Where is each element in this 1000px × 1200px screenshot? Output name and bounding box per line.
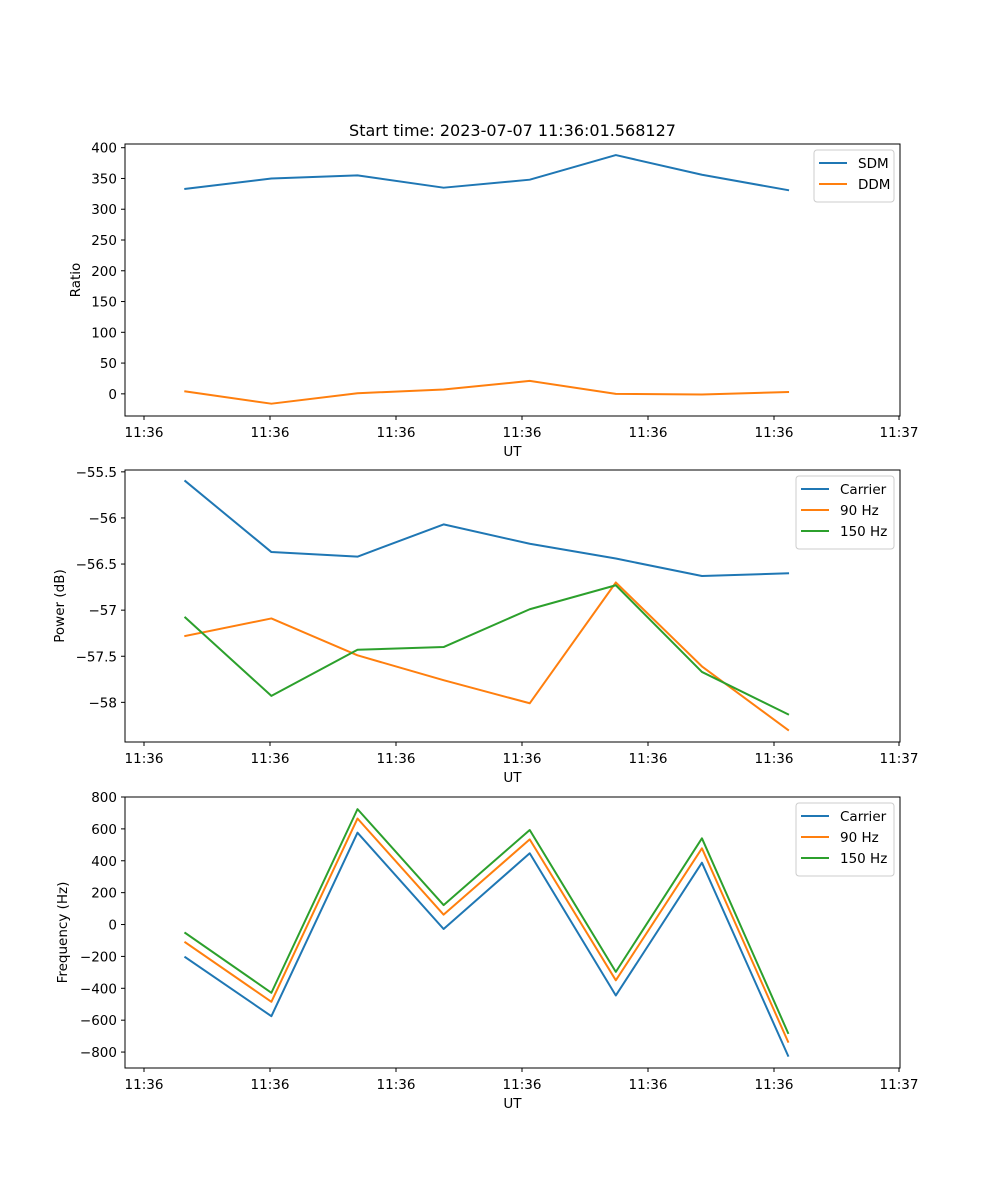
chart-title: Start time: 2023-07-07 11:36:01.568127 [349, 121, 676, 140]
y-tick-label: 400 [91, 854, 117, 870]
x-tick-label: 11:36 [755, 751, 794, 767]
legend-label: 90 Hz [840, 503, 879, 519]
y-tick-label: −57.5 [76, 649, 117, 665]
x-tick-label: 11:36 [377, 425, 416, 441]
x-tick-label: 11:36 [125, 1077, 164, 1093]
chart-panel-2: 11:36 11:36 11:36 11:36 11:36 11:36 11:37 −58 −5… [52, 465, 918, 786]
y-tick-label: 350 [91, 171, 117, 187]
legend: SDM DDM [813, 149, 895, 203]
series-line-sdm [184, 154, 790, 192]
x-tick-label: 11:36 [755, 425, 794, 441]
legend-label: SDM [858, 156, 889, 172]
y-tick-label: −58 [89, 695, 118, 711]
x-tick-label: 11:36 [377, 1077, 416, 1093]
y-tick-label: 200 [91, 886, 117, 902]
x-tick-label: 11:37 [880, 1077, 919, 1093]
y-tick-label: 250 [91, 233, 117, 249]
y-tick-label: 400 [91, 141, 117, 157]
legend-label: 150 Hz [840, 524, 887, 540]
y-tick-label: 800 [91, 790, 117, 806]
legend-label: 90 Hz [840, 830, 879, 846]
x-tick-label: 11:36 [629, 425, 668, 441]
axes-frame [124, 469, 901, 743]
x-tick-label: 11:36 [251, 1077, 290, 1093]
chart-panel-1: Start time: 2023-07-07 11:36:01.568127 11… [68, 121, 918, 460]
x-tick-label: 11:36 [503, 1077, 542, 1093]
x-tick-label: 11:36 [125, 425, 164, 441]
x-axis-label: UT [503, 1096, 522, 1112]
x-tick-label: 11:36 [251, 751, 290, 767]
series-line-150-hz [183, 808, 790, 1035]
chart-panel-3: 11:36 11:36 11:36 11:36 11:36 11:36 11:37 −800 −… [55, 790, 918, 1112]
x-axis-label: UT [503, 444, 522, 460]
y-tick-label: 50 [100, 356, 117, 372]
y-tick-label: 0 [108, 918, 117, 934]
series-line-ddm [184, 379, 790, 405]
legend-label: Carrier [840, 482, 887, 498]
x-tick-label: 11:36 [251, 425, 290, 441]
y-tick-label: −56.5 [76, 557, 117, 573]
y-axis-label: Ratio [68, 263, 84, 298]
legend-label: DDM [858, 177, 890, 193]
y-tick-label: 200 [91, 264, 117, 280]
x-tick-label: 11:37 [880, 425, 919, 441]
y-tick-label: 600 [91, 822, 117, 838]
y-tick-label: 150 [91, 295, 117, 311]
x-tick-label: 11:36 [755, 1077, 794, 1093]
series-line-carrier [183, 479, 790, 578]
x-tick-label: 11:36 [125, 751, 164, 767]
y-tick-label: −600 [80, 1013, 117, 1029]
x-tick-label: 11:36 [629, 1077, 668, 1093]
series-line-90-hz [184, 581, 790, 732]
series-line-carrier [183, 831, 790, 1058]
series-line-90-hz [183, 817, 790, 1044]
axes-frame [124, 143, 901, 417]
y-tick-label: −800 [80, 1045, 117, 1061]
x-tick-label: 11:36 [629, 751, 668, 767]
x-tick-label: 11:36 [503, 751, 542, 767]
y-tick-label: −56 [89, 511, 118, 527]
y-axis-label: Power (dB) [52, 569, 68, 642]
x-tick-label: 11:37 [880, 751, 919, 767]
y-tick-label: 300 [91, 202, 117, 218]
x-tick-label: 11:36 [377, 751, 416, 767]
legend-label: 150 Hz [840, 851, 887, 867]
legend-label: Carrier [840, 809, 887, 825]
legend: Carrier 90 Hz 150 Hz [795, 802, 895, 877]
y-tick-label: −57 [89, 603, 118, 619]
y-tick-label: 0 [108, 387, 117, 403]
y-tick-label: 100 [91, 325, 117, 341]
y-tick-label: −400 [80, 981, 117, 997]
legend: Carrier 90 Hz 150 Hz [795, 475, 895, 550]
x-axis-label: UT [503, 770, 522, 786]
series-line-150-hz [183, 584, 790, 716]
x-tick-label: 11:36 [503, 425, 542, 441]
y-axis-label: Frequency (Hz) [55, 882, 71, 984]
y-tick-label: −55.5 [76, 465, 117, 481]
axes-frame [124, 796, 901, 1069]
y-tick-label: −200 [80, 949, 117, 965]
